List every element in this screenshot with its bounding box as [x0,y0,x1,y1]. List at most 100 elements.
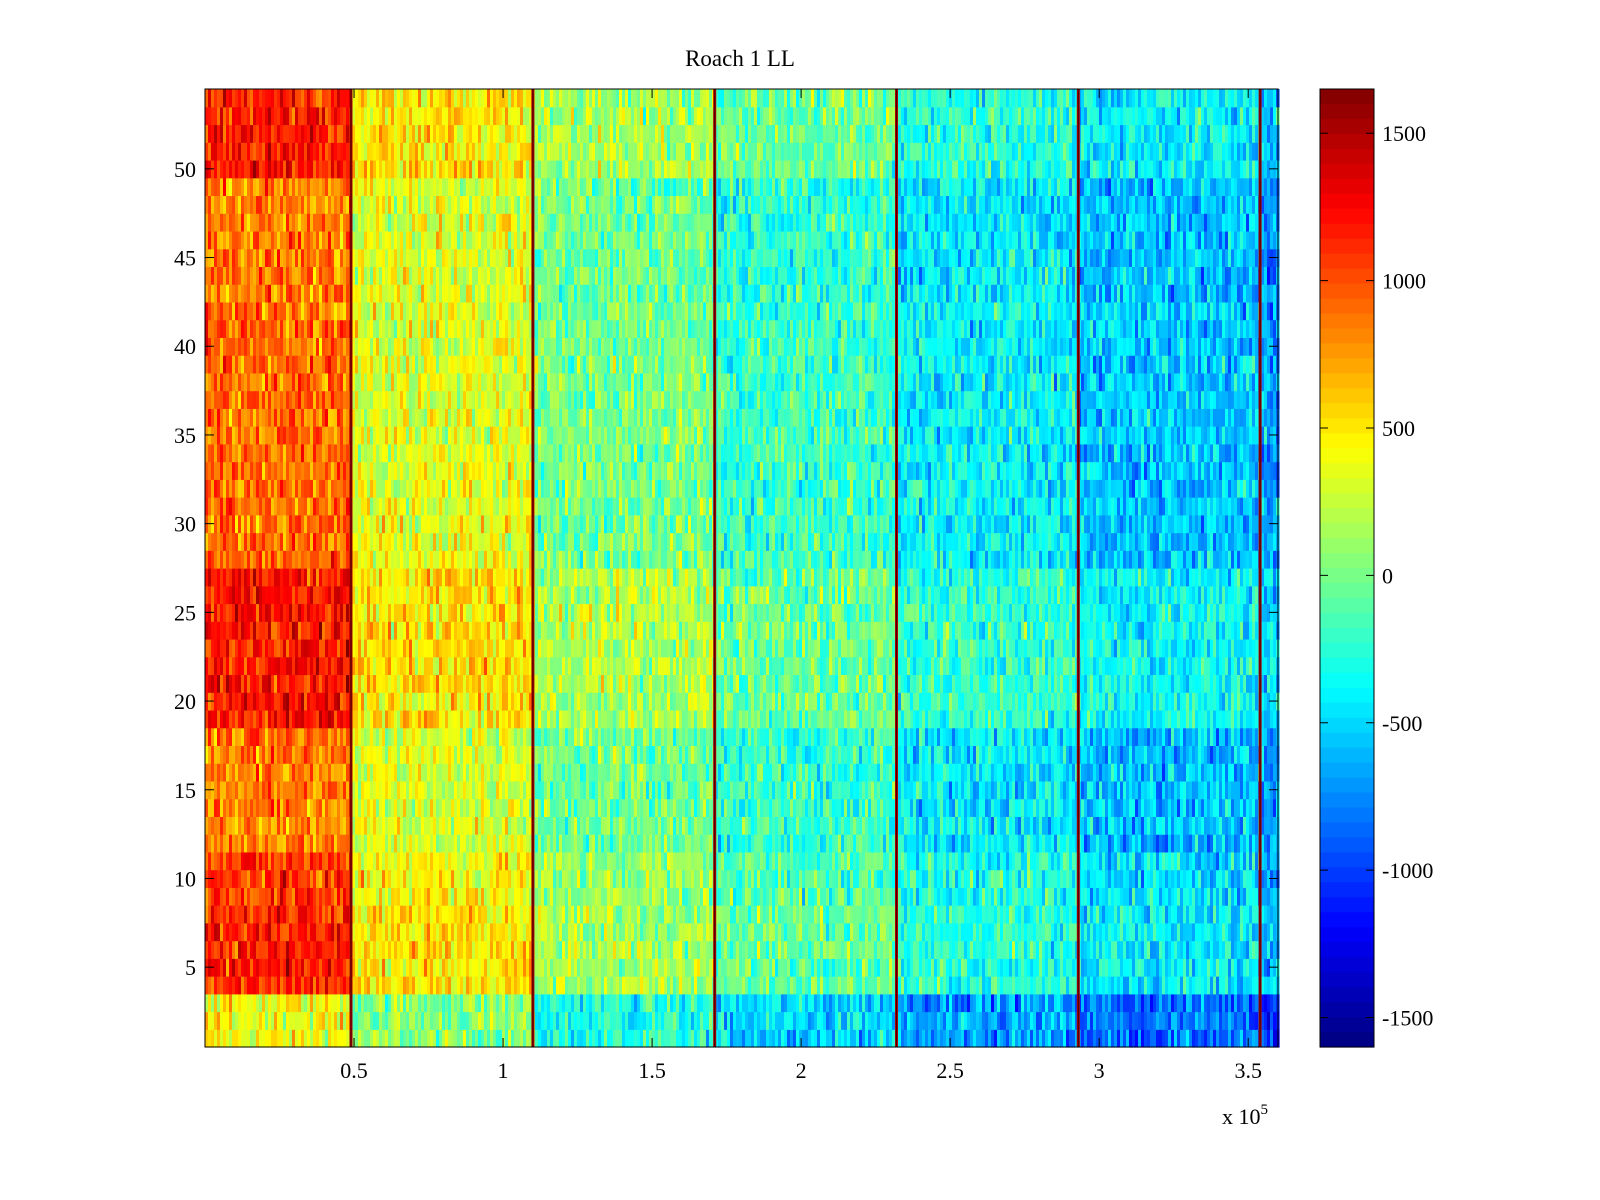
heatmap-cell [490,834,494,853]
heatmap-cell [1051,940,1055,959]
heatmap-cell [706,869,710,888]
heatmap-cell [295,993,299,1013]
heatmap-cell [1021,869,1025,888]
heatmap-cell [535,834,539,853]
heatmap-cell [280,958,284,977]
heatmap-cell [1234,993,1238,1013]
heatmap-cell [1174,1011,1178,1030]
heatmap-cell [730,1011,734,1030]
heatmap-cell [736,922,740,942]
heatmap-cell [862,1011,866,1030]
heatmap-cell [805,851,809,871]
heatmap-cell [760,798,764,817]
heatmap-cell [259,976,263,995]
heatmap-cell [820,1011,824,1030]
heatmap-cell [724,869,728,888]
heatmap-cell [328,1029,332,1048]
heatmap-cell [487,976,491,995]
heatmap-cell [661,1029,665,1048]
heatmap-cell [865,887,869,906]
heatmap-cell [1048,869,1052,888]
heatmap-cell [607,993,611,1013]
heatmap-cell [517,922,521,942]
heatmap-cell [979,834,983,853]
heatmap-cell [1024,993,1028,1013]
heatmap-cell [646,940,650,959]
heatmap-cell [1096,851,1100,871]
heatmap-cell [397,940,401,959]
heatmap-cell [742,798,746,817]
heatmap-cell [688,1029,692,1048]
heatmap-cell [412,869,416,888]
heatmap-cell [640,958,644,977]
heatmap-cell [1201,922,1205,942]
heatmap-cell [319,851,323,871]
heatmap-cell [646,869,650,888]
heatmap-cell [322,1011,326,1030]
heatmap-cell [1027,834,1031,853]
heatmap-cell [520,1029,524,1048]
heatmap-cell [241,958,245,977]
heatmap-cell [307,940,311,959]
heatmap-cell [943,958,947,977]
heatmap-cell [271,993,275,1013]
heatmap-cell [448,1029,452,1048]
heatmap-cell [577,940,581,959]
heatmap-cell [1057,1029,1061,1048]
heatmap-cell [205,1029,209,1048]
heatmap-cell [361,1029,365,1048]
heatmap-cell [466,798,470,817]
heatmap-cell [1195,834,1199,853]
heatmap-cell [682,940,686,959]
heatmap-cell [790,798,794,817]
heatmap-cell [748,922,752,942]
heatmap-cell [898,1011,902,1030]
heatmap-cell [832,869,836,888]
heatmap-cell [775,940,779,959]
heatmap-cell [1156,851,1160,871]
heatmap-cell [325,976,329,995]
heatmap-cell [409,834,413,853]
heatmap-cell [259,1011,263,1030]
heatmap-cell [1237,993,1241,1013]
heatmap-cell [271,905,275,924]
heatmap-cell [718,816,722,835]
heatmap-cell [1021,958,1025,977]
heatmap-cell [211,1011,215,1030]
heatmap-cell [694,958,698,977]
heatmap-cell [1171,887,1175,906]
heatmap-cell [358,798,362,817]
heatmap-cell [298,905,302,924]
heatmap-cell [1261,940,1265,959]
heatmap-cell [676,993,680,1013]
heatmap-cell [865,905,869,924]
heatmap-cell [628,940,632,959]
heatmap-cell [490,993,494,1013]
heatmap-cell [358,1029,362,1048]
heatmap-cell [907,887,911,906]
heatmap-cell [1006,869,1010,888]
heatmap-cell [658,922,662,942]
heatmap-cell [796,869,800,888]
heatmap-cell [658,834,662,853]
heatmap-cell [1138,940,1142,959]
heatmap-cell [295,976,299,995]
heatmap-cell [820,1029,824,1048]
heatmap-cell [862,905,866,924]
heatmap-cell [928,922,932,942]
heatmap-cell [1159,905,1163,924]
heatmap-cell [1042,993,1046,1013]
heatmap-cell [847,851,851,871]
heatmap-cell [247,1011,251,1030]
heatmap-cell [685,940,689,959]
heatmap-cell [529,798,533,817]
heatmap-cell [1147,887,1151,906]
heatmap-cell [646,922,650,942]
heatmap-cell [1009,798,1013,817]
heatmap-cell [460,816,464,835]
heatmap-cell [907,1029,911,1048]
heatmap-cell [574,798,578,817]
heatmap-cell [241,887,245,906]
heatmap-cell [1096,922,1100,942]
heatmap-cell [1186,922,1190,942]
